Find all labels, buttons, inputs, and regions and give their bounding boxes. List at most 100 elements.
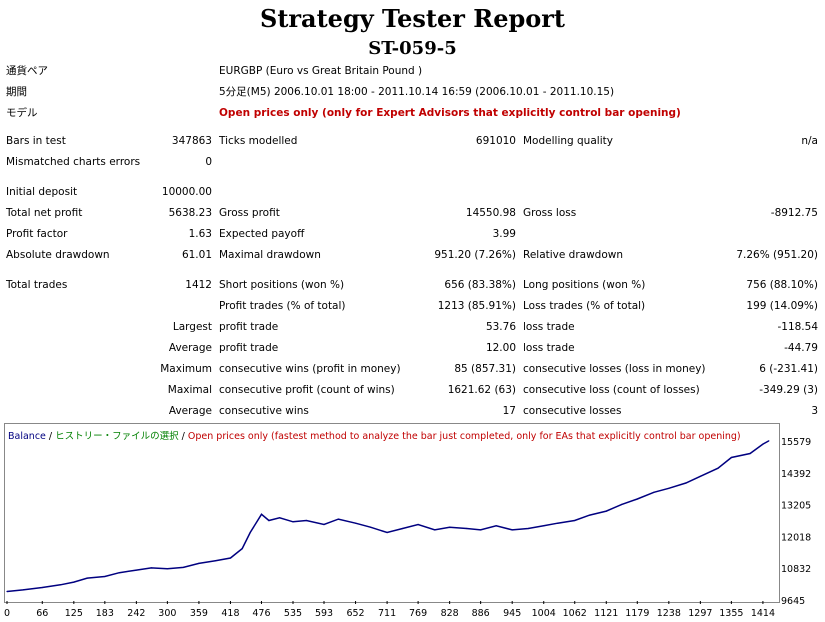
balance-point [268, 519, 270, 522]
maximal-label: Maximal [167, 384, 212, 396]
average2-label: Average [168, 405, 212, 417]
modelling-quality-label: Modelling quality [523, 135, 613, 147]
x-tick-label: 711 [378, 608, 396, 619]
mismatched-value: 0 [205, 156, 212, 168]
profit-factor-label: Profit factor [6, 228, 68, 240]
average-profit-value: 12.00 [485, 342, 516, 354]
ticks-modelled-value: 691010 [475, 135, 516, 147]
x-tick-label: 652 [346, 608, 364, 619]
mismatched-label: Mismatched charts errors [6, 156, 141, 168]
balance-point [668, 487, 670, 489]
x-tick-label: 593 [315, 608, 333, 619]
model-label: モデル [6, 107, 38, 119]
avg-cons-wins-value: 17 [502, 405, 516, 417]
maximal-drawdown-value: 951.20 (7.26%) [434, 249, 516, 261]
total-trades-value: 1412 [185, 279, 212, 291]
total-net-profit-value: 5638.23 [168, 207, 212, 219]
initial-deposit-label: Initial deposit [6, 186, 78, 198]
x-tick-label: 1062 [563, 608, 587, 619]
balance-point [717, 467, 719, 469]
max-cons-wins-value: 85 (857.31) [454, 363, 516, 375]
balance-point [135, 569, 137, 571]
largest-loss-label: loss trade [523, 321, 575, 333]
balance-point [337, 518, 340, 520]
balance-point [466, 527, 468, 530]
balance-point [6, 590, 8, 593]
profit-trades-value: 1213 (85.91%) [437, 300, 516, 312]
balance-point [386, 531, 388, 534]
relative-drawdown-label: Relative drawdown [523, 249, 624, 261]
x-tick-label: 183 [96, 608, 114, 619]
balance-point [621, 503, 623, 506]
largest-label: Largest [172, 321, 212, 333]
balance-point [574, 519, 576, 522]
largest-profit-value: 53.76 [485, 321, 516, 333]
balance-point [749, 452, 751, 455]
balance-point [73, 581, 75, 583]
balance-point [198, 562, 200, 564]
balance-point [699, 475, 701, 477]
x-tick-label: 300 [158, 608, 176, 619]
max-cons-losses-label: consecutive losses (loss in money) [523, 363, 706, 375]
balance-point [653, 491, 655, 493]
average-profit-label: profit trade [219, 342, 279, 354]
balance-point [480, 529, 482, 531]
avg-cons-wins-label: consecutive wins [219, 405, 309, 417]
absolute-drawdown-value: 61.01 [181, 249, 212, 261]
x-tick-label: 945 [503, 608, 521, 619]
balance-point [768, 440, 770, 442]
long-positions-value: 756 (88.10%) [746, 279, 818, 291]
x-tick-label: 769 [409, 608, 427, 619]
x-tick-label: 1297 [688, 608, 712, 619]
balance-point [292, 521, 294, 523]
balance-point [214, 560, 217, 562]
legend-model: Open prices only (fastest method to anal… [187, 431, 741, 442]
initial-deposit-value: 10000.00 [161, 186, 212, 198]
avg-cons-losses-label: consecutive losses [523, 405, 622, 417]
maximal-drawdown-label: Maximal drawdown [219, 249, 321, 261]
y-tick-label: 15579 [781, 437, 811, 448]
balance-point [511, 529, 513, 531]
max-cons-wins-label: consecutive wins (profit in money) [219, 363, 401, 375]
long-positions-label: Long positions (won %) [523, 279, 646, 291]
average-loss-label: loss trade [523, 342, 575, 354]
modelling-quality-value: n/a [801, 135, 818, 147]
balance-point [605, 510, 607, 512]
gross-profit-label: Gross profit [219, 207, 280, 219]
model-value: Open prices only (only for Expert Adviso… [219, 107, 681, 119]
average-loss-value: -44.79 [784, 342, 818, 354]
maximal-cons-loss-value: -349.29 (3) [759, 384, 818, 396]
legend-separator: / [45, 431, 56, 442]
balance-point [401, 527, 404, 530]
y-tick-label: 12018 [781, 532, 811, 543]
x-tick-label: 535 [284, 608, 302, 619]
loss-trades-value: 199 (14.09%) [746, 300, 818, 312]
y-tick-label: 14392 [781, 469, 811, 480]
balance-point [369, 526, 372, 528]
gross-profit-value: 14550.98 [465, 207, 516, 219]
period-label: 期間 [6, 86, 27, 98]
absolute-drawdown-label: Absolute drawdown [6, 249, 110, 261]
x-tick-label: 242 [127, 608, 145, 619]
balance-point [241, 548, 243, 550]
balance-point [249, 531, 251, 534]
balance-point [118, 572, 120, 574]
balance-point [229, 557, 232, 559]
balance-point [685, 482, 687, 484]
report-title: Strategy Tester Report [259, 4, 566, 33]
maximal-cons-loss-label: consecutive loss (count of losses) [523, 384, 700, 396]
maximal-cons-profit-label: consecutive profit (count of wins) [219, 384, 395, 396]
x-tick-label: 125 [65, 608, 83, 619]
maximal-cons-profit-value: 1621.62 (63) [447, 384, 516, 396]
balance-point [449, 526, 451, 528]
balance-point [182, 566, 185, 568]
balance-point [557, 522, 559, 524]
x-tick-label: 1179 [625, 608, 649, 619]
balance-point [354, 522, 357, 524]
x-tick-label: 1355 [719, 608, 743, 619]
balance-point [762, 443, 764, 445]
balance-point [279, 517, 281, 519]
bars-in-test-label: Bars in test [6, 135, 66, 147]
balance-point [417, 523, 419, 526]
